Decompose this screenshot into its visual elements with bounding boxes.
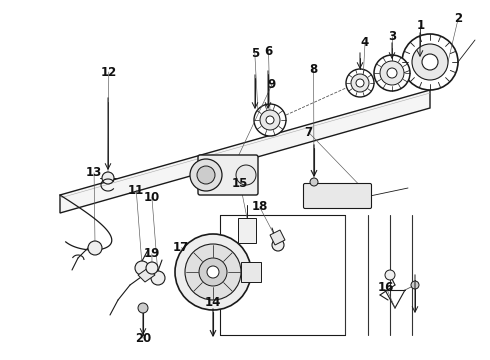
Text: 4: 4 [361,36,369,49]
Circle shape [346,69,374,97]
Circle shape [387,68,397,78]
Circle shape [411,281,419,289]
Circle shape [175,234,251,310]
Circle shape [351,74,369,92]
Circle shape [197,166,215,184]
Polygon shape [60,90,430,213]
Circle shape [102,172,114,184]
Text: 19: 19 [144,247,160,260]
Circle shape [236,165,256,185]
Circle shape [374,55,410,91]
Text: 1: 1 [416,19,424,32]
Text: 2: 2 [454,12,462,25]
Circle shape [146,262,158,274]
Circle shape [402,34,458,90]
Circle shape [272,239,284,251]
Text: 9: 9 [268,78,276,91]
Text: 8: 8 [310,63,318,76]
Text: 14: 14 [205,296,221,309]
Text: 16: 16 [378,281,394,294]
Text: 18: 18 [251,201,268,213]
Text: 7: 7 [305,126,313,139]
Circle shape [380,61,404,85]
Text: 12: 12 [100,66,117,78]
Circle shape [138,303,148,313]
Circle shape [151,271,165,285]
Circle shape [356,79,364,87]
Text: 11: 11 [128,184,145,197]
Circle shape [88,241,102,255]
Circle shape [385,270,395,280]
Polygon shape [138,268,155,282]
Circle shape [412,44,448,80]
Text: 20: 20 [135,332,151,345]
Text: 3: 3 [388,30,396,42]
Circle shape [135,261,149,275]
Text: 13: 13 [86,166,102,179]
Text: 15: 15 [232,177,248,190]
Circle shape [207,266,219,278]
Text: 5: 5 [251,47,259,60]
Bar [241,262,261,282]
Text: 6: 6 [265,45,272,58]
Circle shape [185,244,241,300]
FancyBboxPatch shape [303,184,371,208]
Bar [238,218,256,243]
Polygon shape [270,230,285,245]
Circle shape [190,159,222,191]
Circle shape [422,54,438,70]
Circle shape [310,178,318,186]
Text: 10: 10 [144,191,160,204]
Circle shape [260,110,280,130]
Text: 17: 17 [173,241,190,254]
Circle shape [254,104,286,136]
Circle shape [199,258,227,286]
Circle shape [266,116,274,124]
FancyBboxPatch shape [198,155,258,195]
